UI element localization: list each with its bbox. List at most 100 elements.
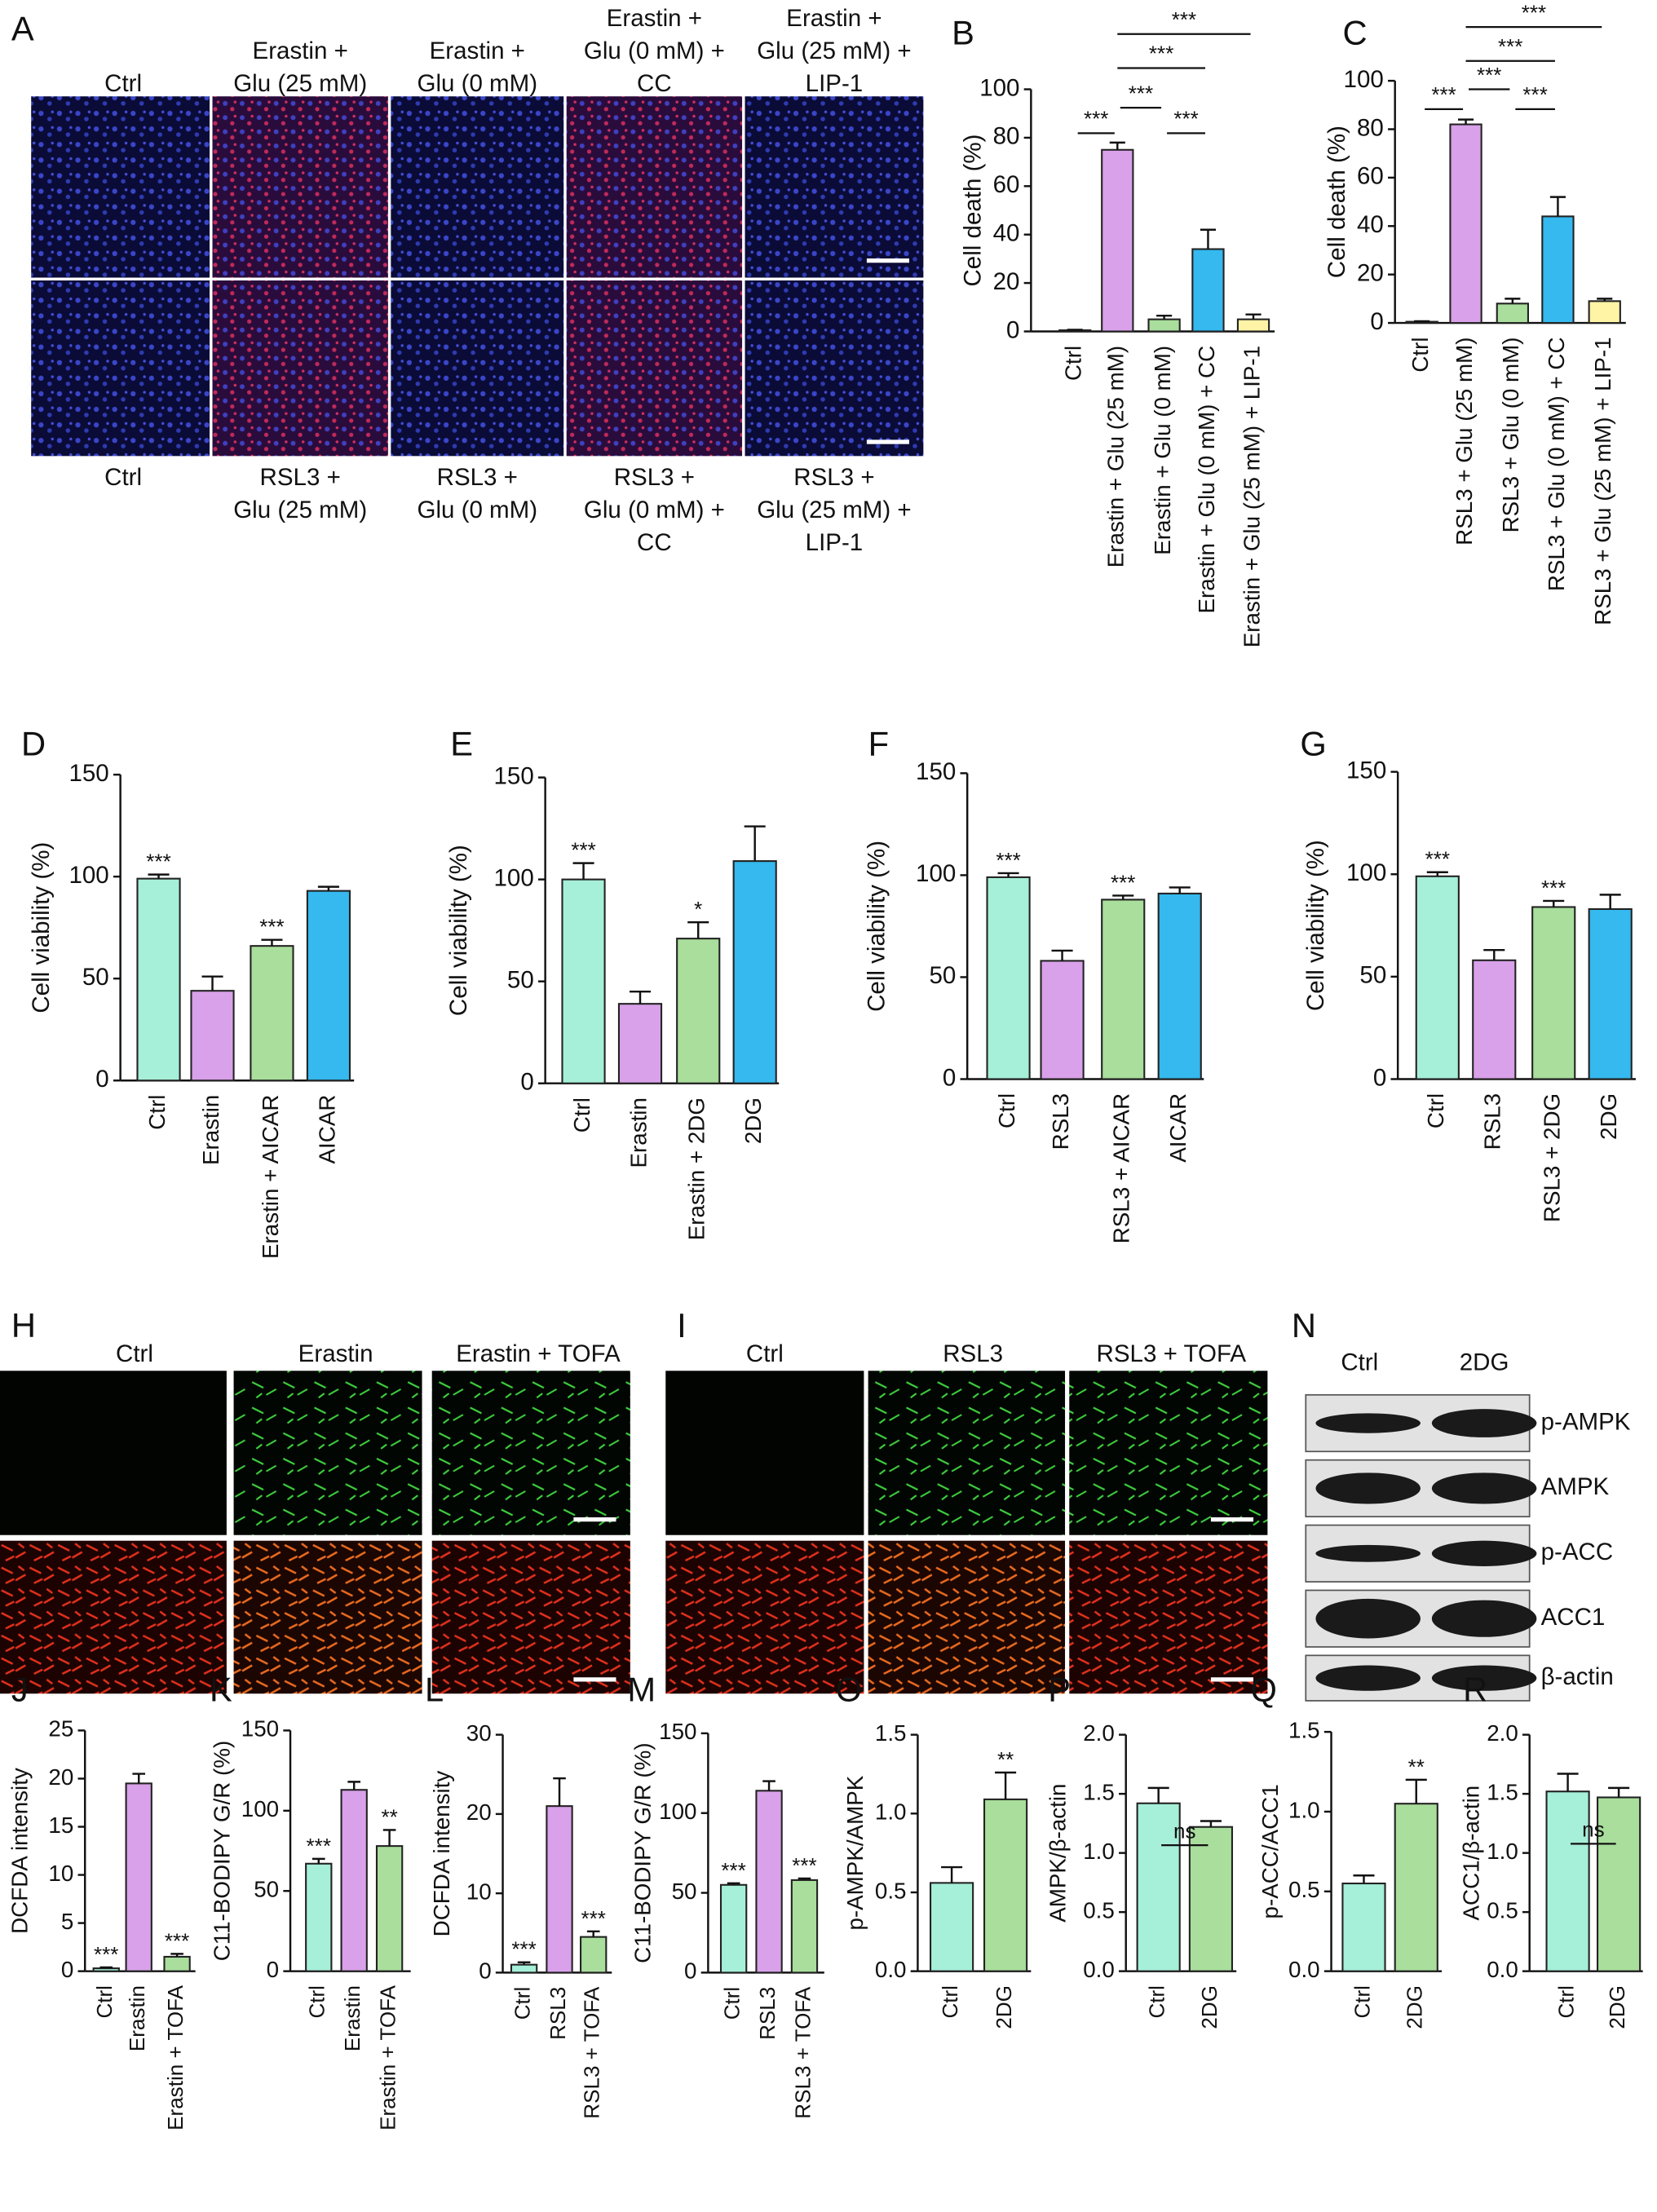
micrograph xyxy=(0,1371,227,1535)
x-tick-label: RSL3 + Glu (0 mM) + CC xyxy=(1544,337,1569,591)
y-axis-label: Cell viability (%) xyxy=(1302,840,1329,1011)
y-tick-label: 25 xyxy=(48,1716,73,1742)
band-label: p-AMPK xyxy=(1541,1408,1631,1435)
y-axis-label: DCFDA intensity xyxy=(429,1771,454,1937)
micrograph xyxy=(391,280,564,457)
panel-letter: Q xyxy=(1251,1671,1277,1709)
x-tick-label: Erastin + AICAR xyxy=(258,1095,283,1259)
blot-band xyxy=(1431,1409,1537,1437)
condition-label: Erastin xyxy=(298,1340,373,1367)
significance: *** xyxy=(792,1853,816,1878)
y-axis-label: AMPK/β-actin xyxy=(1045,1783,1070,1922)
condition-label: LIP-1 xyxy=(806,70,864,97)
micrograph xyxy=(745,96,924,278)
x-tick-label: Ctrl xyxy=(720,1987,745,2020)
band-label: AMPK xyxy=(1541,1473,1610,1500)
blot-band xyxy=(1315,1665,1421,1691)
y-tick-label: 30 xyxy=(466,1720,492,1746)
bar xyxy=(790,1879,819,1974)
bar xyxy=(136,877,181,1082)
panel-letter: L xyxy=(425,1671,444,1709)
significance: *** xyxy=(581,1906,605,1931)
x-tick-label: Ctrl xyxy=(994,1093,1019,1128)
x-tick-label: RSL3 + AICAR xyxy=(1109,1093,1134,1243)
condition-label: Ctrl xyxy=(104,464,142,491)
bar xyxy=(1588,300,1621,325)
blot-band xyxy=(1315,1472,1421,1504)
panel-letter: J xyxy=(11,1671,29,1709)
comparison-label: *** xyxy=(1431,82,1456,107)
condition-label: RSL3 + TOFA xyxy=(1097,1340,1247,1367)
blot-band xyxy=(1431,1600,1537,1637)
y-axis-label: DCFDA intensity xyxy=(7,1768,32,1934)
y-tick-label: 1.0 xyxy=(875,1799,907,1825)
y-tick-label: 0 xyxy=(1370,308,1383,335)
x-tick-label: AICAR xyxy=(1165,1093,1191,1163)
panel-letter: K xyxy=(210,1671,232,1709)
bar xyxy=(1394,1803,1438,1972)
significance: *** xyxy=(1541,876,1566,900)
significance: *** xyxy=(259,915,284,939)
comparison-label: *** xyxy=(1172,7,1196,32)
condition-label: LIP-1 xyxy=(806,529,864,556)
bar xyxy=(1341,1882,1386,1972)
y-tick-label: 0 xyxy=(61,1957,73,1982)
micrograph xyxy=(745,280,924,457)
bar xyxy=(375,1845,404,1972)
bar xyxy=(546,1805,573,1974)
y-tick-label: 150 xyxy=(494,762,534,789)
micrograph xyxy=(1069,1540,1268,1694)
y-tick-label: 100 xyxy=(68,862,108,889)
x-tick-label: RSL3 + Glu (25 mM) xyxy=(1452,337,1477,545)
x-tick-label: Ctrl xyxy=(1350,1985,1374,2019)
condition-label: Glu (0 mM) xyxy=(417,497,537,523)
y-tick-label: 0.5 xyxy=(875,1878,907,1903)
comparison-label: *** xyxy=(1149,42,1173,66)
blot-band xyxy=(1315,1598,1421,1639)
condition-label: Ctrl xyxy=(746,1340,784,1367)
bar xyxy=(163,1955,191,1972)
y-tick-label: 50 xyxy=(672,1879,697,1904)
condition-label: Glu (0 mM) xyxy=(417,70,537,97)
x-tick-label: AICAR xyxy=(314,1095,339,1164)
bar xyxy=(1415,875,1460,1080)
panel-letter: O xyxy=(836,1671,862,1709)
y-tick-label: 0 xyxy=(1373,1064,1386,1091)
x-tick-label: Ctrl xyxy=(1553,1985,1578,2019)
bar xyxy=(930,1882,974,1972)
bar xyxy=(983,1798,1028,1972)
bar xyxy=(125,1782,152,1972)
micrograph xyxy=(31,96,210,278)
condition-label: Glu (0 mM) + xyxy=(584,497,725,523)
panel-letter: B xyxy=(952,14,974,52)
blot-band xyxy=(1431,1540,1537,1566)
significance: *** xyxy=(307,1834,331,1858)
panel-letter: D xyxy=(21,724,46,762)
y-axis-label: p-ACC/ACC1 xyxy=(1257,1784,1283,1918)
y-tick-label: 5 xyxy=(61,1909,73,1934)
bar xyxy=(305,1862,333,1972)
y-tick-label: 0 xyxy=(1006,316,1019,343)
condition-label: RSL3 + xyxy=(260,464,341,491)
comparison-label: *** xyxy=(1522,0,1546,24)
y-tick-label: 2.0 xyxy=(1083,1720,1115,1746)
micrograph xyxy=(566,96,743,278)
panel-letter: N xyxy=(1292,1306,1316,1344)
comparison-label: *** xyxy=(1477,63,1501,87)
bar xyxy=(1101,898,1146,1080)
x-tick-label: Ctrl xyxy=(1061,346,1086,381)
x-tick-label: Erastin xyxy=(125,1985,149,2051)
condition-label: Glu (25 mM) + xyxy=(757,38,911,64)
micrograph xyxy=(1069,1371,1268,1535)
x-tick-label: 2DG xyxy=(1605,1985,1629,2029)
panel-letter: A xyxy=(11,9,34,47)
y-tick-label: 0 xyxy=(479,1958,491,1984)
x-tick-label: 2DG xyxy=(1197,1985,1222,2029)
significance: *** xyxy=(1425,847,1450,872)
y-tick-label: 100 xyxy=(916,860,956,887)
micrograph xyxy=(665,1540,864,1694)
condition-label: CC xyxy=(637,70,672,97)
y-tick-label: 10 xyxy=(48,1861,73,1886)
x-tick-label: 2DG xyxy=(1596,1093,1621,1140)
x-tick-label: RSL3 + Glu (0 mM) xyxy=(1498,337,1523,532)
